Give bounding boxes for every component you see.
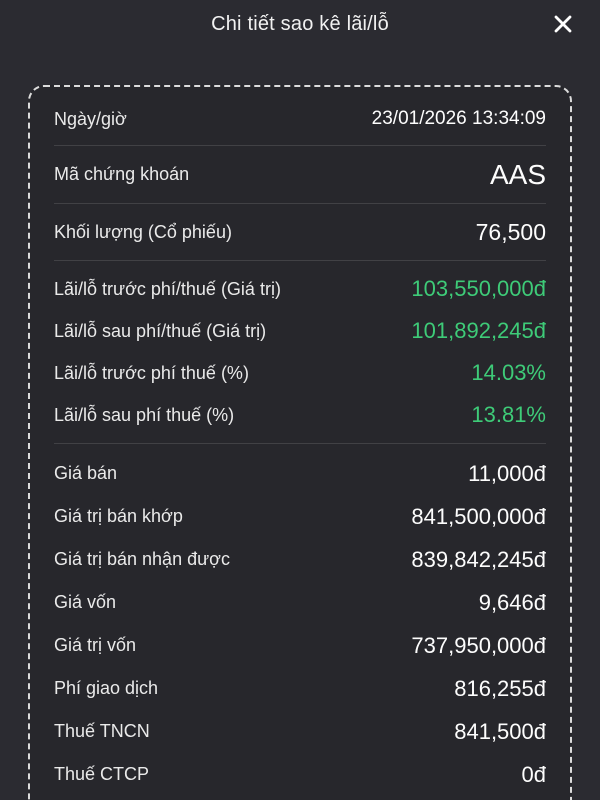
row-label: Lãi/lỗ trước phí thuế (%) bbox=[54, 362, 249, 383]
row-label: Giá trị bán khớp bbox=[54, 506, 183, 526]
divider bbox=[54, 203, 546, 204]
close-button[interactable] bbox=[546, 7, 580, 41]
row-value: 9,646đ bbox=[478, 589, 546, 615]
row-label: Giá trị vốn bbox=[54, 635, 137, 655]
row-label: Lãi/lỗ sau phí thuế (%) bbox=[54, 404, 235, 425]
statement-row: Thuế TNCN 841,500đ bbox=[54, 710, 546, 753]
statement-group: Mã chứng khoán AAS bbox=[54, 146, 546, 203]
statement-row: Giá trị bán khớp 841,500,000đ bbox=[54, 495, 546, 538]
statement-row: Giá vốn 9,646đ bbox=[54, 581, 546, 624]
statement-card: Ngày/giờ 23/01/2026 13:34:09 Mã chứng khoá… bbox=[28, 85, 572, 800]
row-value: 23/01/2026 13:34:09 bbox=[371, 108, 546, 129]
row-label: Giá bán bbox=[54, 463, 118, 483]
statement-row: Mã chứng khoán AAS bbox=[54, 146, 546, 203]
row-label: Lãi/lỗ sau phí/thuế (Giá trị) bbox=[54, 320, 267, 341]
close-icon bbox=[550, 11, 576, 37]
row-label: Thuế TNCN bbox=[54, 721, 150, 741]
row-label: Mã chứng khoán bbox=[54, 164, 190, 184]
row-label: Khối lượng (Cổ phiếu) bbox=[54, 221, 232, 242]
statement-row: Lãi/lỗ sau phí thuế (%) 13.81% bbox=[54, 394, 546, 436]
row-value: 13.81% bbox=[471, 402, 546, 427]
page-title: Chi tiết sao kê lãi/lỗ bbox=[211, 12, 389, 35]
row-label: Thuế CTCP bbox=[54, 764, 150, 784]
statement-row: Phí giao dịch 816,255đ bbox=[54, 667, 546, 710]
statement-row: Giá trị bán nhận được 839,842,245đ bbox=[54, 538, 546, 581]
divider bbox=[54, 260, 546, 261]
row-label: Giá vốn bbox=[54, 592, 117, 612]
statement-row: Giá bán 11,000đ bbox=[54, 452, 546, 495]
statement-row: Lãi/lỗ trước phí/thuế (Giá trị) 103,550,0… bbox=[54, 268, 546, 310]
row-value: 841,500,000đ bbox=[411, 503, 546, 529]
statement-row: Giá trị vốn 737,950,000đ bbox=[54, 624, 546, 667]
statement-row: Ngày/giờ 23/01/2026 13:34:09 bbox=[54, 93, 546, 145]
row-label: Lãi/lỗ trước phí/thuế (Giá trị) bbox=[54, 278, 281, 299]
row-label: Ngày/giờ bbox=[54, 108, 127, 129]
statement-row: Thuế CTCP 0đ bbox=[54, 753, 546, 796]
statement-group: Lãi/lỗ trước phí/thuế (Giá trị) 103,550,0… bbox=[54, 261, 546, 443]
statement-group: Khối lượng (Cổ phiếu) 76,500 bbox=[54, 204, 546, 260]
row-value: 103,550,000đ bbox=[411, 276, 546, 301]
divider bbox=[54, 145, 546, 146]
row-value: 11,000đ bbox=[468, 460, 546, 486]
row-value: 839,842,245đ bbox=[411, 546, 546, 572]
statement-row: Lãi/lỗ trước phí thuế (%) 14.03% bbox=[54, 352, 546, 394]
row-value: 101,892,245đ bbox=[411, 318, 546, 343]
row-label: Giá trị bán nhận được bbox=[54, 549, 230, 569]
row-value: 737,950,000đ bbox=[411, 632, 546, 658]
row-value: 816,255đ bbox=[454, 675, 546, 701]
statement-group: Ngày/giờ 23/01/2026 13:34:09 bbox=[54, 93, 546, 145]
row-value: AAS bbox=[489, 158, 546, 190]
row-value: 0đ bbox=[521, 761, 546, 787]
row-value: 841,500đ bbox=[454, 718, 546, 744]
divider bbox=[54, 443, 546, 444]
statement-row: Lãi/lỗ sau phí/thuế (Giá trị) 101,892,245… bbox=[54, 310, 546, 352]
statement-group: Giá bán 11,000đ Giá trị bán khớp 841,500,00… bbox=[54, 444, 546, 800]
row-value: 14.03% bbox=[471, 360, 546, 385]
statement-row: Khối lượng (Cổ phiếu) 76,500 bbox=[54, 204, 546, 260]
modal-header: Chi tiết sao kê lãi/lỗ bbox=[0, 0, 600, 48]
row-label: Phí giao dịch bbox=[54, 678, 159, 698]
row-value: 76,500 bbox=[475, 218, 546, 245]
